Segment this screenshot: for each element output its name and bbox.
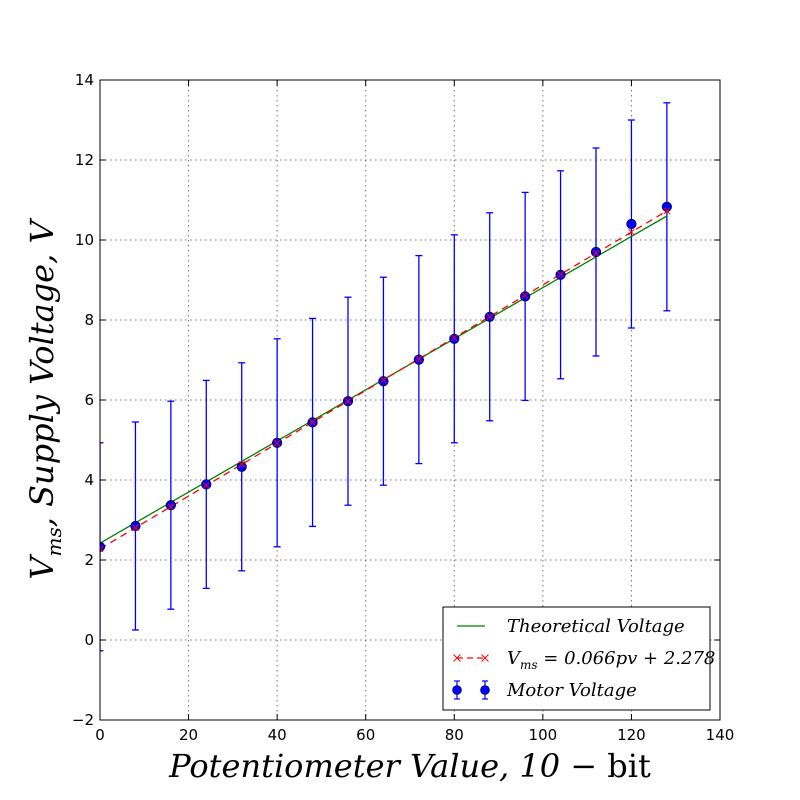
fit-marker	[238, 461, 246, 468]
y-tick-label: 0	[84, 631, 94, 649]
legend-motor-point	[480, 685, 490, 695]
motor-voltage-point	[130, 520, 141, 532]
motor-voltage-point	[449, 333, 460, 344]
fit-marker	[628, 228, 635, 236]
x-tick-label: 20	[179, 726, 198, 744]
fit-marker	[521, 292, 529, 299]
y-axis-label-rest: , Supply Voltage, V	[23, 218, 61, 528]
legend-fit-marker	[453, 654, 461, 662]
fit-marker	[167, 503, 175, 510]
fit-marker	[344, 397, 352, 405]
fit-marker	[415, 355, 423, 363]
x-tick-label: 40	[268, 726, 287, 744]
x-tick-label: 140	[706, 726, 735, 744]
motor-voltage-point	[626, 218, 637, 230]
plot-area	[100, 102, 672, 652]
fit-marker	[592, 249, 600, 257]
y-tick-label: 8	[84, 311, 94, 329]
legend-fit-marker	[481, 654, 489, 662]
fit-marker	[202, 482, 210, 489]
fit-marker	[486, 313, 494, 320]
y-tick-label: 14	[75, 71, 94, 89]
fit-marker	[663, 207, 671, 215]
x-axis-label-suffix: − bit	[560, 747, 651, 785]
motor-voltage-point	[236, 461, 247, 472]
y-tick-label: 6	[84, 391, 94, 409]
fit-marker	[450, 334, 458, 342]
legend-label: Theoretical Voltage	[507, 616, 685, 637]
fit-marker	[100, 545, 104, 550]
motor-voltage-point	[590, 246, 602, 258]
fit-marker	[100, 548, 104, 553]
fit-marker	[309, 418, 316, 426]
y-tick-label: 2	[84, 551, 94, 569]
legend: Theoretical Voltage Vms = 0.066pv + 2.278…	[442, 606, 715, 711]
x-tick-label: 80	[445, 726, 464, 744]
motor-voltage-point	[661, 201, 672, 212]
y-tick-label: −2	[72, 711, 94, 729]
fit-marker	[132, 524, 139, 532]
y-axis-label-sub: ms	[42, 527, 66, 556]
x-tick-label: 100	[529, 726, 558, 744]
y-axis-label: Vms, Supply Voltage, V	[23, 218, 66, 580]
fit-marker	[273, 439, 281, 447]
x-tick-label: 0	[95, 726, 105, 744]
motor-voltage-point	[520, 291, 531, 302]
y-axis-label-v: V	[23, 554, 61, 580]
motor-voltage-point	[378, 376, 389, 387]
fit-marker	[557, 270, 564, 278]
legend-label: Vms = 0.066pv + 2.278	[507, 648, 715, 672]
x-tick-label: 60	[356, 726, 375, 744]
motor-voltage-point	[165, 500, 176, 511]
y-tick-label: 10	[75, 231, 94, 249]
x-tick-label: 120	[617, 726, 646, 744]
motor-voltage-point	[201, 479, 212, 490]
y-tick-label: 4	[84, 471, 94, 489]
motor-voltage-point	[413, 354, 424, 365]
y-tick-label: 12	[75, 151, 94, 169]
legend-label: Motor Voltage	[506, 680, 637, 701]
x-axis-label-main: Potentiometer Value, 10	[168, 747, 560, 785]
fit-marker	[380, 376, 387, 384]
x-axis-label: Potentiometer Value, 10 − bit	[168, 747, 651, 785]
legend-motor-point	[452, 685, 462, 695]
